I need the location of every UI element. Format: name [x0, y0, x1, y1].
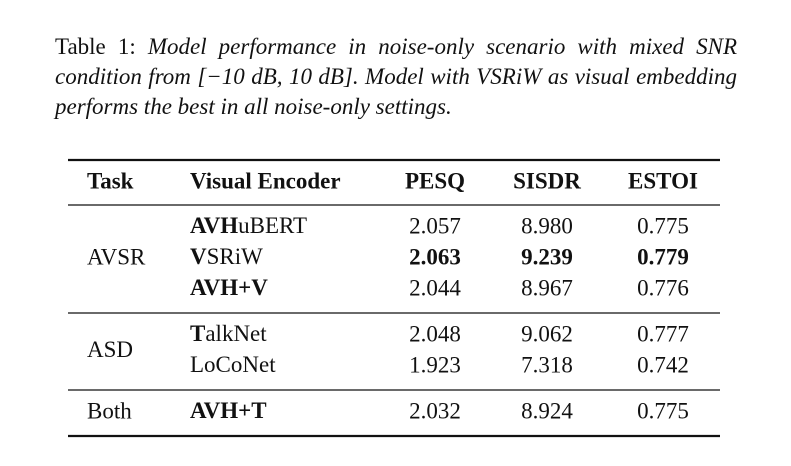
header-cell: PESQ: [405, 168, 465, 193]
header-cell: Visual Encoder: [190, 168, 341, 193]
metric-cell: 8.924: [521, 398, 573, 423]
caption: Table 1: Model performance in noise-only…: [55, 32, 737, 122]
encoder-cell: AVH+T: [190, 398, 267, 423]
metric-cell: 2.032: [409, 398, 461, 423]
encoder-cell: AVHuBERT: [190, 213, 307, 238]
metric-cell: 0.775: [637, 398, 689, 423]
encoder-cell: AVH+V: [190, 275, 268, 300]
encoder-part: AVH+V: [190, 275, 268, 300]
metric-cell: 0.779: [637, 244, 689, 269]
header-cell: ESTOI: [628, 168, 698, 193]
metric-cell: 8.967: [521, 275, 573, 300]
metric-cell: 7.318: [521, 352, 573, 377]
encoder-part: LoCoNet: [190, 352, 276, 377]
encoder-part: SRiW: [207, 244, 264, 269]
metric-cell: 8.980: [521, 213, 573, 238]
encoder-part: V: [190, 244, 207, 269]
metric-cell: 2.063: [409, 244, 461, 269]
metric-cell: 0.742: [637, 352, 689, 377]
metric-cell: 0.776: [637, 275, 689, 300]
metric-cell: 0.775: [637, 213, 689, 238]
task-cell: AVSR: [87, 244, 146, 269]
metric-cell: 9.062: [521, 321, 573, 346]
encoder-part: alkNet: [205, 321, 267, 346]
metric-cell: 2.057: [409, 213, 461, 238]
encoder-part: AVH: [190, 213, 238, 238]
metric-cell: 9.239: [521, 244, 573, 269]
metric-cell: 1.923: [409, 352, 461, 377]
encoder-cell: VSRiW: [190, 244, 263, 269]
metric-cell: 0.777: [637, 321, 689, 346]
encoder-part: uBERT: [238, 213, 307, 238]
encoder-part: AVH+T: [190, 398, 267, 423]
metric-cell: 2.048: [409, 321, 461, 346]
task-cell: Both: [87, 398, 132, 423]
caption-label: Table 1:: [55, 34, 136, 59]
task-cell: ASD: [87, 337, 133, 362]
encoder-cell: LoCoNet: [190, 352, 276, 377]
caption-text: Model performance in noise-only scenario…: [55, 34, 738, 119]
encoder-part: T: [190, 321, 205, 346]
header-cell: SISDR: [513, 168, 581, 193]
metric-cell: 2.044: [409, 275, 461, 300]
header-cell: Task: [87, 168, 134, 193]
encoder-cell: TalkNet: [190, 321, 267, 346]
